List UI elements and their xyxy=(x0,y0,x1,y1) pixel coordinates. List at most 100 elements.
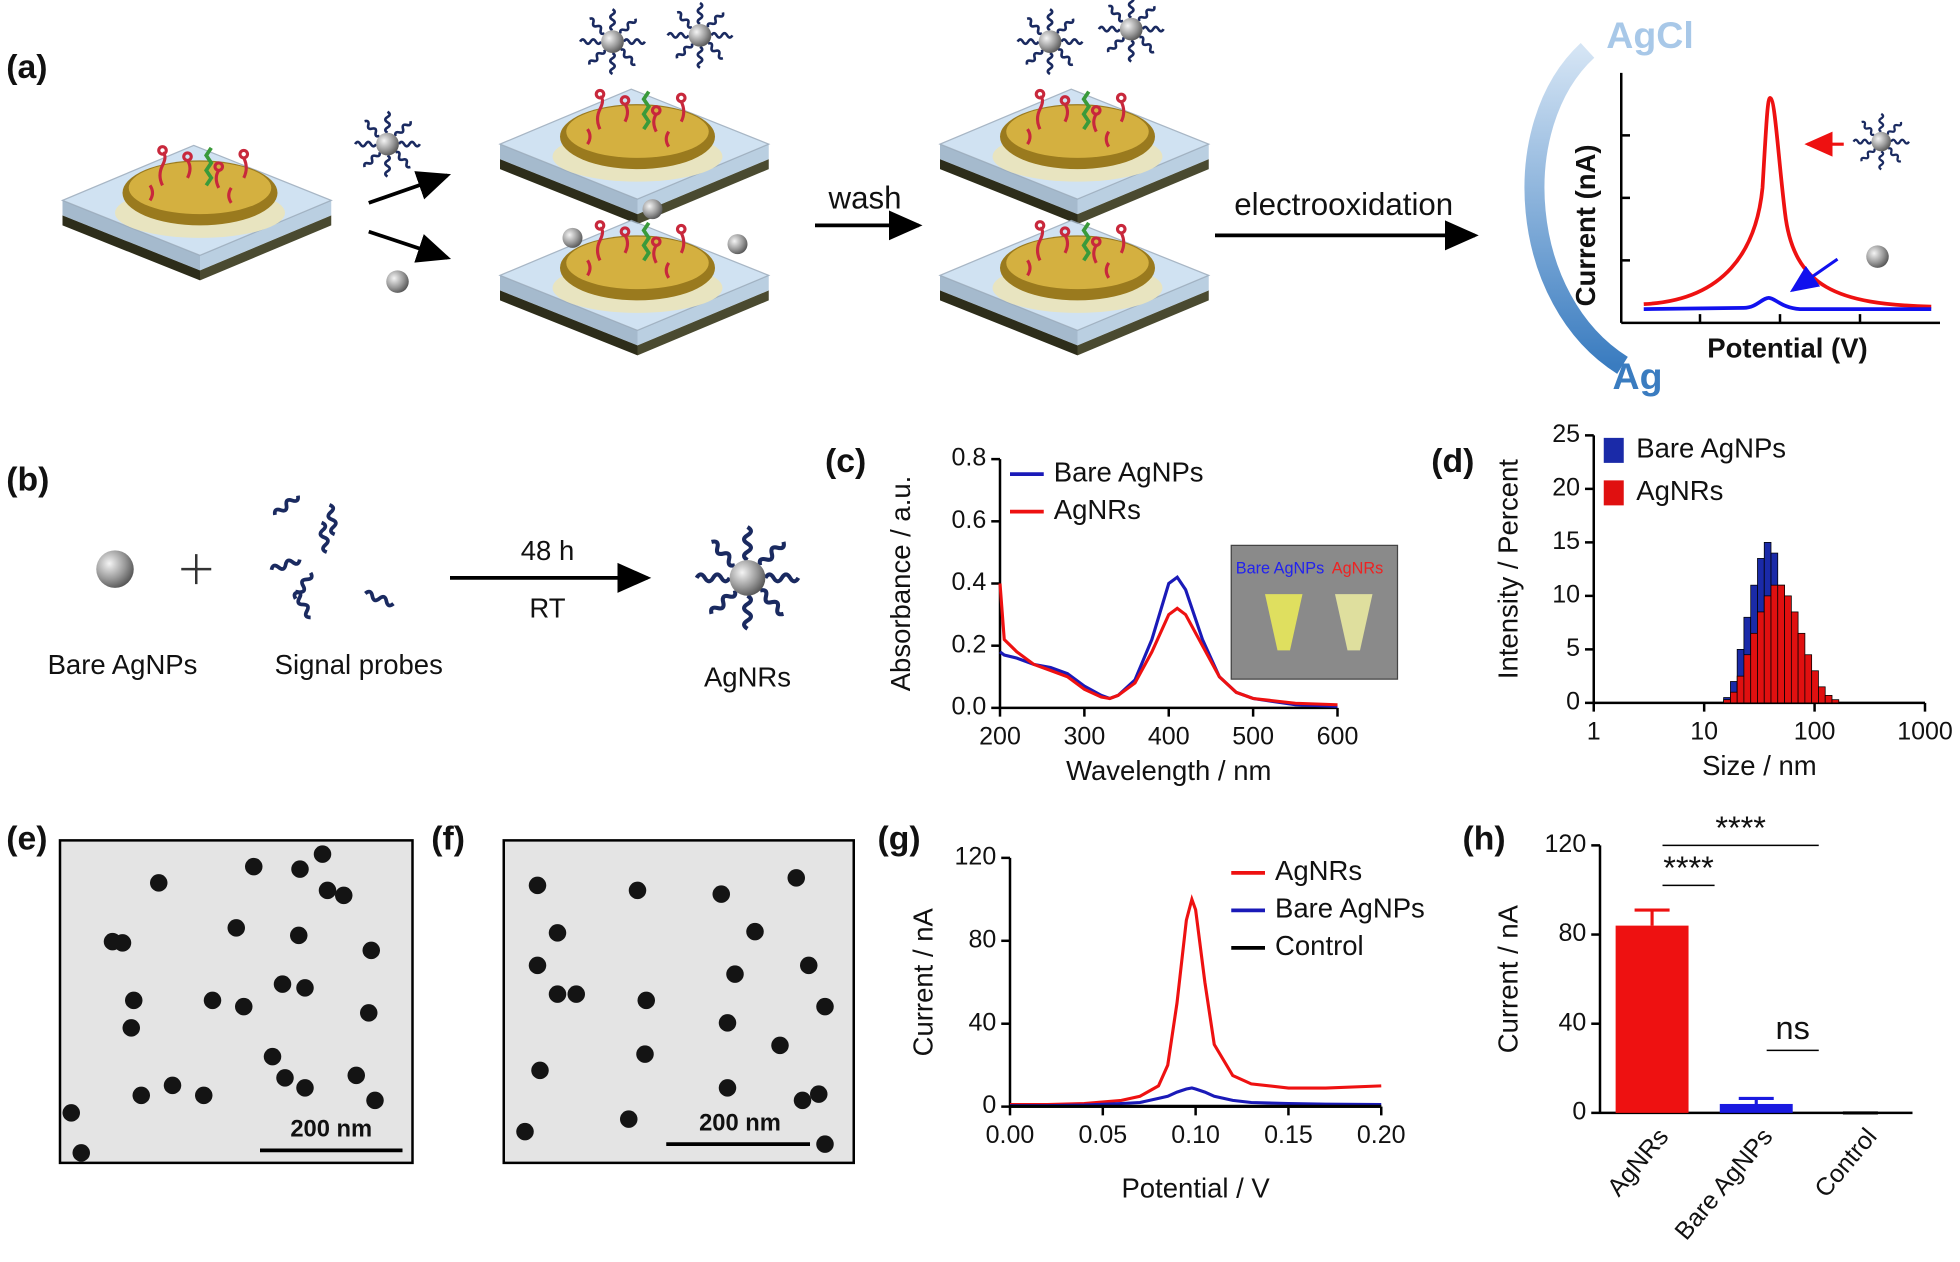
particle xyxy=(746,922,764,941)
x-tick-label: 0.05 xyxy=(1078,1121,1127,1149)
series-line xyxy=(998,583,1338,707)
particle xyxy=(366,1091,384,1110)
panel-label: (e) xyxy=(6,819,47,857)
particle xyxy=(318,881,337,900)
x-tick-label: 0.20 xyxy=(1357,1121,1406,1149)
y-tick-label: 0.4 xyxy=(951,568,986,596)
particle xyxy=(528,956,547,975)
particle xyxy=(245,857,263,876)
y-tick-label: 0.6 xyxy=(951,506,986,534)
y-tick-label: 25 xyxy=(1552,420,1580,448)
x-tick-label: 0.15 xyxy=(1264,1121,1313,1149)
scale-bar-label: 200 nm xyxy=(699,1109,781,1136)
nanoparticle xyxy=(562,227,583,248)
particle xyxy=(276,1069,294,1087)
inset-x-label: Potential (V) xyxy=(1707,333,1867,364)
chip xyxy=(498,87,771,226)
panel-label: (g) xyxy=(878,819,921,857)
legend-label: Control xyxy=(1275,930,1364,961)
panel-label: (c) xyxy=(825,442,866,480)
y-tick-label: 5 xyxy=(1566,634,1580,662)
y-tick-label: 0.8 xyxy=(951,444,986,472)
y-tick-label: 15 xyxy=(1552,527,1580,555)
y-tick-label: 80 xyxy=(968,925,996,953)
particle xyxy=(291,860,309,878)
error-bar xyxy=(1738,1096,1774,1104)
scale-bar-label: 200 nm xyxy=(290,1116,372,1143)
particle xyxy=(273,975,292,993)
x-tick-label: 200 xyxy=(979,722,1021,750)
x-tick-label: 10 xyxy=(1690,717,1718,745)
nanoreporter xyxy=(1018,9,1083,74)
histogram-bar xyxy=(1824,695,1833,704)
item-label: Signal probes xyxy=(275,649,443,680)
particle xyxy=(203,991,222,1010)
photo xyxy=(1230,544,1399,680)
particle xyxy=(620,1110,638,1128)
nanoparticle xyxy=(727,234,748,255)
particle xyxy=(516,1122,534,1141)
histogram-bar xyxy=(1777,584,1785,704)
arrow xyxy=(1789,257,1839,293)
x-tick-label: 100 xyxy=(1794,717,1836,745)
particle xyxy=(531,1061,549,1080)
significance-label: **** xyxy=(1715,810,1766,846)
bar xyxy=(1719,1103,1793,1113)
y-tick-label: 0 xyxy=(1566,687,1580,715)
particle xyxy=(771,1036,789,1055)
legend-label: Bare AgNPs xyxy=(1275,893,1425,924)
y-tick-label: 40 xyxy=(1558,1008,1586,1036)
particle xyxy=(810,1085,828,1103)
legend-label: AgNRs xyxy=(1054,494,1141,525)
histogram-bar xyxy=(1831,699,1840,704)
histogram-bar xyxy=(1730,691,1738,704)
arrow xyxy=(368,171,452,205)
legend-swatch xyxy=(1603,480,1624,506)
legend-label: Bare AgNPs xyxy=(1054,456,1204,487)
x-tick-label: 0.10 xyxy=(1171,1121,1220,1149)
y-tick-label: 80 xyxy=(1558,919,1586,947)
particle xyxy=(360,1004,378,1022)
particle xyxy=(296,979,314,997)
x-axis-title: Size / nm xyxy=(1702,750,1817,781)
x-tick-label: Control xyxy=(1809,1123,1882,1203)
y-axis-title: Intensity / Percent xyxy=(1492,459,1523,679)
scheme-a: wash electrooxidation AgCl Ag Current (n… xyxy=(60,0,1940,397)
series-line xyxy=(1010,894,1382,1107)
y-axis-title: Current / nA xyxy=(1492,904,1523,1053)
histogram-bar xyxy=(1743,654,1752,704)
histogram-bar xyxy=(1770,584,1779,704)
x-tick-label: 0.00 xyxy=(986,1121,1035,1149)
item-label: AgNRs xyxy=(704,661,791,692)
bar xyxy=(1615,925,1689,1113)
y-tick-label: 0.2 xyxy=(951,630,986,658)
legend-swatch xyxy=(1603,437,1624,463)
y-tick-label: 120 xyxy=(955,842,997,870)
particle xyxy=(362,941,380,960)
y-axis-title: Absorbance / a.u. xyxy=(885,476,916,692)
nanoreporter xyxy=(1099,0,1164,61)
legend-label: AgNRs xyxy=(1636,475,1723,506)
x-axis-title: Wavelength / nm xyxy=(1066,755,1271,786)
particle xyxy=(227,919,245,937)
x-tick-label: AgNRs xyxy=(1602,1123,1674,1202)
plus xyxy=(181,554,212,585)
particle xyxy=(195,1086,213,1105)
micrograph xyxy=(58,839,414,1165)
histogram-bar xyxy=(1763,595,1772,704)
chip xyxy=(938,87,1211,226)
particle xyxy=(72,1144,90,1162)
chip xyxy=(938,218,1211,358)
inset-tick xyxy=(1621,134,1862,323)
particle xyxy=(122,1019,140,1037)
condition: RT xyxy=(529,593,565,624)
nanoreporter xyxy=(697,527,799,629)
particle xyxy=(335,886,353,905)
particle xyxy=(787,869,805,887)
tube xyxy=(1265,594,1303,651)
y-tick-label: 0 xyxy=(982,1091,996,1119)
arrow xyxy=(368,229,452,263)
item-label: Bare AgNPs xyxy=(48,649,198,680)
